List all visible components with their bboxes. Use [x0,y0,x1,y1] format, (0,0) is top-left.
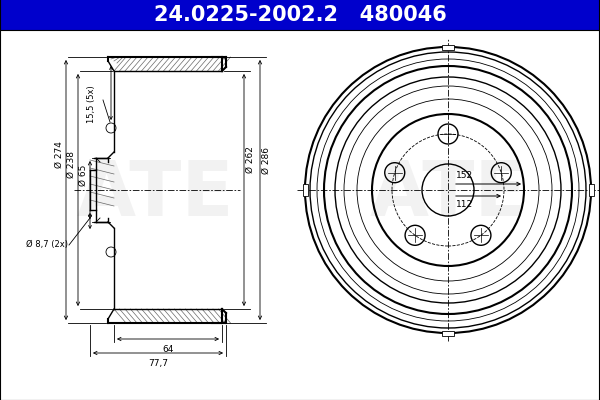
Text: ATE: ATE [369,158,527,232]
Bar [442,330,454,336]
Text: Ø 238: Ø 238 [67,152,76,178]
Text: Ø 262: Ø 262 [246,146,255,174]
Text: 64: 64 [163,345,173,354]
Bar [442,44,454,50]
Text: 112: 112 [456,200,473,209]
Text: 24.0225-2002.2   480046: 24.0225-2002.2 480046 [154,5,446,25]
Text: Ø 286: Ø 286 [262,146,271,174]
Text: 15,5 (5x): 15,5 (5x) [87,85,96,123]
Bar [302,184,308,196]
Text: 77,7: 77,7 [148,359,168,368]
Text: Ø 274: Ø 274 [55,142,64,168]
Text: Ø 65: Ø 65 [79,164,88,186]
Bar [0,0,600,30]
Text: Ø 8,7 (2x): Ø 8,7 (2x) [26,240,68,250]
Text: ATE: ATE [76,158,234,232]
Text: 152: 152 [456,171,473,180]
Bar [589,184,593,196]
